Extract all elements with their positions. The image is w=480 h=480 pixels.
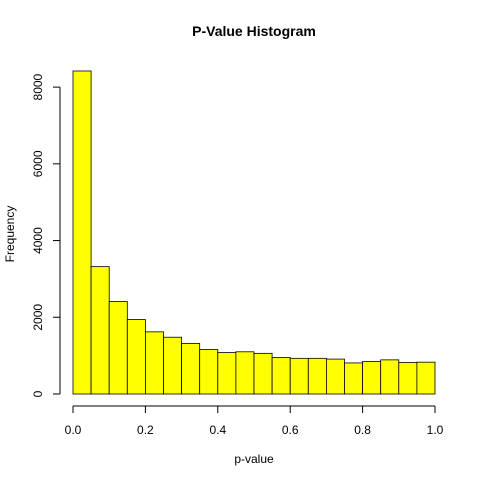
histogram-bar xyxy=(362,360,382,395)
x-tick-label: 0.0 xyxy=(65,423,82,437)
y-tick-label: 6000 xyxy=(31,150,45,177)
histogram-bar xyxy=(289,357,309,395)
histogram-bar xyxy=(307,357,327,395)
histogram-bar xyxy=(108,301,128,395)
histogram-bar xyxy=(217,352,237,395)
x-axis-label: p-value xyxy=(234,452,274,466)
y-tick-label: 4000 xyxy=(31,227,45,254)
y-tick-label: 0 xyxy=(31,390,45,397)
histogram-bar xyxy=(380,359,400,395)
histogram-bar xyxy=(253,352,273,395)
histogram-bar xyxy=(181,342,201,395)
histogram-bar xyxy=(416,361,436,395)
histogram-bar xyxy=(325,358,345,395)
histogram-bar xyxy=(126,319,146,395)
bars-layer xyxy=(72,70,436,395)
x-axis: 0.0 0.2 0.4 0.6 0.8 1.0 xyxy=(65,405,444,437)
y-tick-label: 2000 xyxy=(31,304,45,331)
chart-title: P-Value Histogram xyxy=(192,23,316,39)
x-tick-label: 0.4 xyxy=(209,423,226,437)
x-tick-label: 0.8 xyxy=(354,423,371,437)
histogram-bar xyxy=(199,349,219,395)
y-axis: 0 2000 4000 6000 8000 xyxy=(31,73,61,397)
x-tick-label: 0.6 xyxy=(282,423,299,437)
histogram-bar xyxy=(163,336,183,395)
histogram-bar xyxy=(90,266,110,395)
histogram-bar xyxy=(72,70,92,395)
histogram-bar xyxy=(144,331,164,395)
histogram-bar xyxy=(344,362,364,395)
x-tick-label: 1.0 xyxy=(427,423,444,437)
y-tick-label: 8000 xyxy=(31,73,45,100)
histogram-bar xyxy=(271,357,291,395)
histogram-bar xyxy=(235,351,255,395)
x-tick-label: 0.2 xyxy=(137,423,154,437)
histogram-bar xyxy=(398,362,418,395)
y-axis-label: Frequency xyxy=(3,206,17,263)
